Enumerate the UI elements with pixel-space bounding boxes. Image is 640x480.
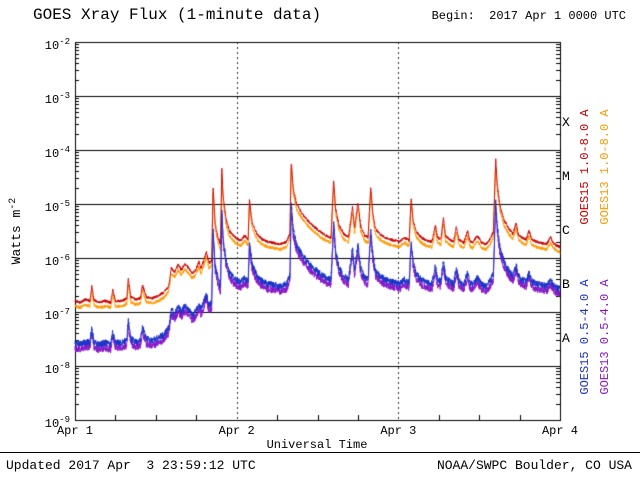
y-tick-label: 10-3 [44,91,70,107]
x-tick-label: Apr 4 [541,424,578,438]
series-label-goes13-0-5-4-0-a: GOES13 0.5-4.0 A [598,279,612,395]
flare-class-letter: B [562,277,570,292]
flare-class-letter: A [562,331,570,346]
updated-timestamp: Updated 2017 Apr 3 23:59:12 UTC [6,458,256,473]
y-tick-label: 10-2 [44,37,70,53]
series-label-goes13-1-0-8-0-a: GOES13 1.0-8.0 A [598,109,612,225]
y-tick-label: 10-6 [44,253,70,269]
credit-label: NOAA/SWPC Boulder, CO USA [436,458,632,473]
y-tick-label: 10-9 [44,415,70,431]
y-tick-label: 10-8 [44,361,70,377]
flare-class-letter: C [562,223,570,238]
series-label-goes15-0-5-4-0-a: GOES15 0.5-4.0 A [578,279,592,395]
y-tick-label: 10-7 [44,307,70,323]
begin-time-label: Begin: 2017 Apr 1 0000 UTC [431,9,626,23]
y-tick-label: 10-4 [44,145,70,161]
flare-class-letter: X [562,115,570,130]
x-axis-label: Universal Time [266,438,368,452]
chart-title: GOES Xray Flux (1-minute data) [33,6,322,24]
x-tick-label: Apr 1 [56,424,93,438]
footer-divider [0,452,640,453]
x-tick-label: Apr 2 [218,424,255,438]
x-tick-label: Apr 3 [380,424,417,438]
flare-class-letter: M [562,169,570,184]
y-tick-label: 10-5 [44,199,70,215]
series-label-goes15-1-0-8-0-a: GOES15 1.0-8.0 A [578,109,592,225]
